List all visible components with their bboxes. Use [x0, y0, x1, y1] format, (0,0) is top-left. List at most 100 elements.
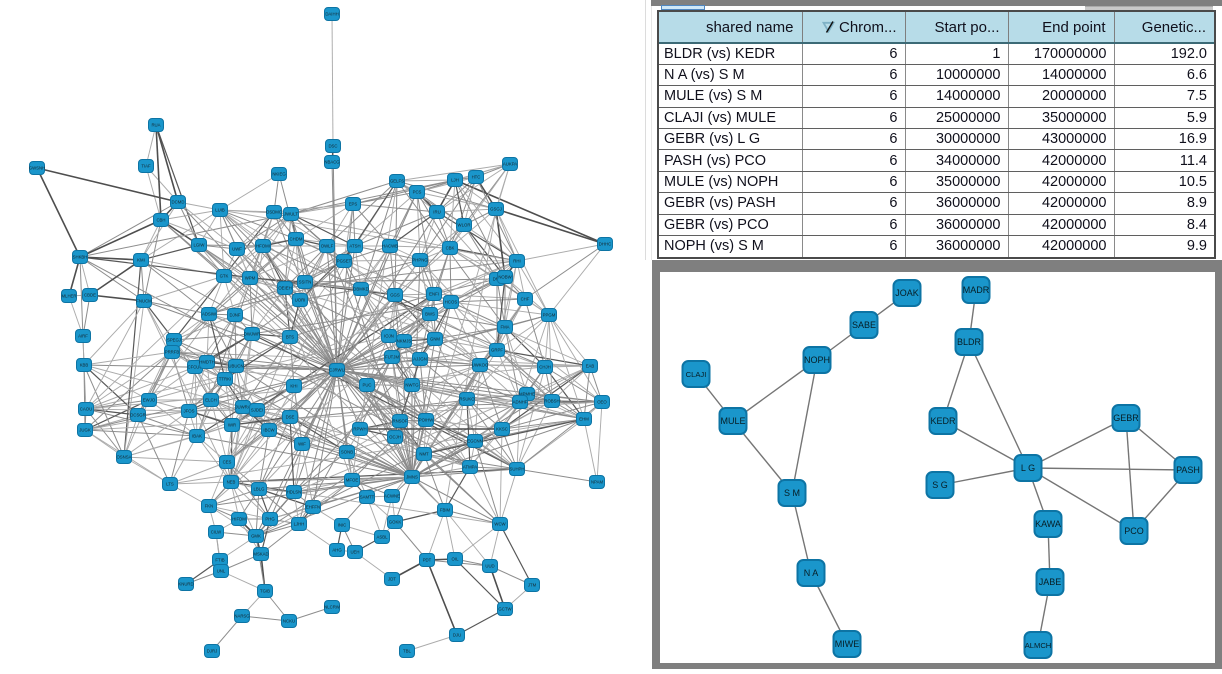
svg-text:N A: N A: [804, 568, 819, 578]
svg-text:ACWNE: ACWNE: [384, 494, 400, 499]
svg-text:ADSIW: ADSIW: [202, 312, 217, 317]
svg-text:PCO: PCO: [1124, 526, 1144, 536]
svg-text:EHM: EHM: [579, 417, 589, 422]
svg-text:NWTG: NWTG: [405, 383, 419, 388]
svg-text:EAB: EAB: [586, 364, 595, 369]
svg-text:WIF: WIF: [298, 442, 306, 447]
svg-text:CHDM: CHDM: [290, 237, 303, 242]
svg-text:UWKOO: UWKOO: [472, 363, 489, 368]
svg-text:CHF: CHF: [521, 297, 530, 302]
svg-text:OEO: OEO: [597, 400, 607, 405]
svg-text:DSC: DSC: [328, 144, 337, 149]
svg-text:EPS: EPS: [349, 202, 358, 207]
svg-text:NPAM: NPAM: [591, 480, 604, 485]
svg-text:TTRKI: TTRKI: [219, 377, 231, 382]
svg-text:CES: CES: [223, 460, 232, 465]
svg-text:PDT: PDT: [423, 558, 432, 563]
svg-text:DSE: DSE: [286, 415, 295, 420]
svg-text:LGIW: LGIW: [194, 243, 206, 248]
svg-text:ASBL: ASBL: [377, 535, 389, 540]
svg-text:ENFI: ENFI: [429, 292, 439, 297]
svg-text:KAWA: KAWA: [1035, 519, 1061, 529]
svg-text:DBMKD: DBMKD: [353, 287, 369, 292]
svg-text:PHPNG: PHPNG: [412, 258, 428, 263]
svg-text:LJH: LJH: [451, 178, 459, 183]
svg-text:LBLG: LBLG: [254, 487, 266, 492]
svg-text:UORI: UORI: [295, 298, 306, 303]
svg-text:MFOE: MFOE: [346, 478, 359, 483]
svg-text:OSNSA: OSNSA: [116, 455, 131, 460]
svg-text:LUIB: LUIB: [215, 208, 225, 213]
svg-text:RHI: RHI: [513, 259, 520, 264]
svg-text:NEB: NEB: [227, 480, 236, 485]
svg-text:HIFDM: HIFDM: [232, 517, 246, 522]
svg-text:UUD: UUD: [485, 564, 494, 569]
svg-text:WIR: WIR: [228, 423, 236, 428]
svg-text:MULE: MULE: [720, 416, 745, 426]
svg-text:NOPH: NOPH: [804, 355, 830, 365]
svg-text:JMNS: JMNS: [406, 475, 418, 480]
svg-text:PGSET: PGSET: [337, 259, 352, 264]
svg-text:BLDR: BLDR: [957, 337, 982, 347]
svg-text:CILW: CILW: [211, 530, 222, 535]
svg-text:JTM: JTM: [528, 583, 537, 588]
svg-text:RSUKO: RSUKO: [459, 397, 475, 402]
svg-text:TIAF: TIAF: [141, 164, 151, 169]
svg-text:DCSGR: DCSGR: [130, 413, 146, 418]
svg-text:ROBSH: ROBSH: [544, 399, 559, 404]
svg-text:UNL: UNL: [217, 569, 226, 574]
svg-text:UWF: UWF: [232, 247, 242, 252]
svg-text:MIWE: MIWE: [835, 639, 860, 649]
svg-text:UBUCN: UBUCN: [228, 364, 243, 369]
svg-text:EGCNN: EGCNN: [467, 439, 483, 444]
svg-text:NCKU: NCKU: [283, 619, 295, 624]
svg-text:LJHH: LJHH: [294, 522, 305, 527]
svg-text:AJJGN: AJJGN: [413, 357, 427, 362]
svg-text:NKIEG: NKIEG: [272, 172, 286, 177]
svg-text:FUTJM: FUTJM: [385, 355, 400, 360]
svg-text:HTC: HTC: [472, 175, 481, 180]
svg-text:IBCW: IBCW: [263, 428, 275, 433]
svg-text:IOJN: IOJN: [384, 334, 394, 339]
svg-text:AHG: AHG: [332, 548, 342, 553]
svg-text:GSGJ: GSGJ: [490, 207, 502, 212]
svg-text:CLAJI: CLAJI: [686, 370, 707, 379]
svg-text:SAMTT: SAMTT: [360, 495, 375, 500]
svg-text:GELFS: GELFS: [390, 179, 404, 184]
svg-text:LTS: LTS: [166, 482, 174, 487]
svg-text:RNSOF: RNSOF: [392, 419, 407, 424]
svg-text:FTIB: FTIB: [215, 558, 224, 563]
svg-text:CHJH: CHJH: [539, 365, 550, 370]
svg-text:UEH: UEH: [350, 550, 359, 555]
svg-text:RUA: RUA: [151, 123, 160, 128]
svg-text:GOKK: GOKK: [389, 520, 402, 525]
svg-text:ADNHF: ADNHF: [513, 400, 528, 405]
svg-text:SHKBH: SHKBH: [73, 255, 88, 260]
svg-text:NMT: NMT: [419, 452, 429, 457]
svg-text:SPEGJ: SPEGJ: [167, 338, 181, 343]
svg-text:CBK: CBK: [446, 246, 455, 251]
svg-text:EWJO: EWJO: [143, 398, 156, 403]
svg-text:GTK: GTK: [220, 274, 229, 279]
svg-text:DWJWR: DWJWR: [244, 332, 260, 337]
svg-text:GNM: GNM: [430, 337, 440, 342]
svg-text:S M: S M: [784, 488, 800, 498]
svg-text:OWLF: OWLF: [321, 244, 334, 249]
svg-text:DAIHH: DAIHH: [325, 12, 338, 17]
svg-text:GCTW: GCTW: [498, 607, 512, 612]
svg-text:FKN: FKN: [205, 504, 214, 509]
svg-text:DJNF: DJNF: [230, 313, 241, 318]
svg-text:GRPF: GRPF: [491, 348, 503, 353]
svg-text:CBH: CBH: [156, 218, 165, 223]
svg-text:ALMCH: ALMCH: [1025, 641, 1052, 650]
svg-text:HDLSN: HDLSN: [287, 490, 302, 495]
svg-text:WPM: WPM: [245, 276, 256, 281]
svg-text:CFCUC: CFCUC: [187, 365, 202, 370]
svg-text:DJU: DJU: [453, 633, 461, 638]
svg-text:NKMJS: NKMJS: [397, 339, 412, 344]
svg-text:RPWH: RPWH: [353, 427, 366, 432]
svg-text:CAOU: CAOU: [80, 407, 92, 412]
svg-text:SABE: SABE: [852, 320, 876, 330]
svg-text:KHI: KHI: [290, 384, 297, 389]
svg-text:GMK: GMK: [251, 534, 261, 539]
